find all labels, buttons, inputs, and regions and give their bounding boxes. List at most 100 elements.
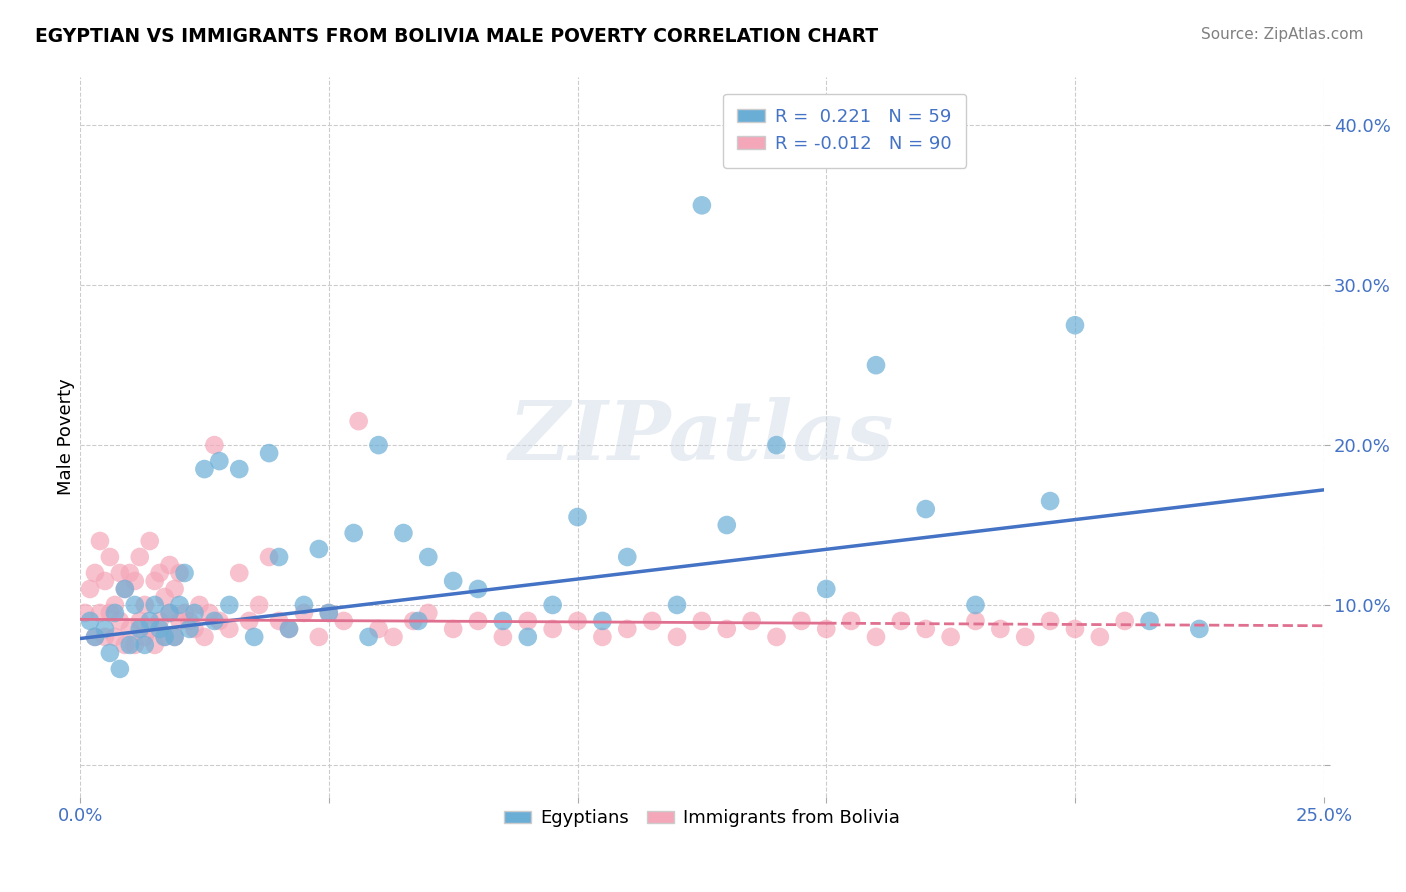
Point bbox=[965, 614, 987, 628]
Point bbox=[134, 638, 156, 652]
Point bbox=[94, 622, 117, 636]
Point bbox=[149, 566, 172, 580]
Point bbox=[202, 614, 225, 628]
Point bbox=[108, 614, 131, 628]
Point bbox=[716, 622, 738, 636]
Point bbox=[292, 606, 315, 620]
Point bbox=[267, 549, 290, 564]
Point bbox=[890, 614, 912, 628]
Point bbox=[865, 358, 887, 372]
Point bbox=[278, 622, 301, 636]
Point bbox=[128, 614, 150, 628]
Point bbox=[128, 622, 150, 636]
Point bbox=[228, 566, 250, 580]
Point bbox=[143, 574, 166, 588]
Point bbox=[84, 630, 107, 644]
Y-axis label: Male Poverty: Male Poverty bbox=[58, 379, 75, 495]
Point bbox=[914, 622, 936, 636]
Point bbox=[173, 606, 195, 620]
Text: Source: ZipAtlas.com: Source: ZipAtlas.com bbox=[1201, 27, 1364, 42]
Point bbox=[118, 622, 141, 636]
Point bbox=[382, 630, 405, 644]
Point bbox=[690, 614, 713, 628]
Point bbox=[173, 566, 195, 580]
Point bbox=[143, 598, 166, 612]
Point bbox=[108, 662, 131, 676]
Point bbox=[1064, 622, 1087, 636]
Point bbox=[159, 558, 181, 572]
Text: EGYPTIAN VS IMMIGRANTS FROM BOLIVIA MALE POVERTY CORRELATION CHART: EGYPTIAN VS IMMIGRANTS FROM BOLIVIA MALE… bbox=[35, 27, 879, 45]
Point bbox=[1064, 318, 1087, 333]
Point bbox=[98, 646, 121, 660]
Point bbox=[308, 541, 330, 556]
Point bbox=[118, 566, 141, 580]
Point bbox=[84, 630, 107, 644]
Point bbox=[1139, 614, 1161, 628]
Point bbox=[138, 622, 160, 636]
Point bbox=[169, 598, 191, 612]
Point bbox=[247, 598, 270, 612]
Point bbox=[163, 630, 186, 644]
Point bbox=[149, 622, 172, 636]
Point bbox=[159, 606, 181, 620]
Point bbox=[198, 606, 221, 620]
Point bbox=[641, 614, 664, 628]
Point bbox=[765, 630, 787, 644]
Point bbox=[441, 622, 464, 636]
Point bbox=[765, 438, 787, 452]
Point bbox=[716, 518, 738, 533]
Point bbox=[134, 630, 156, 644]
Point bbox=[73, 606, 96, 620]
Point bbox=[257, 549, 280, 564]
Point bbox=[108, 566, 131, 580]
Point bbox=[218, 622, 240, 636]
Point bbox=[257, 446, 280, 460]
Point bbox=[183, 606, 205, 620]
Point bbox=[238, 614, 260, 628]
Point bbox=[467, 582, 489, 596]
Point bbox=[418, 606, 440, 620]
Point bbox=[202, 438, 225, 452]
Point bbox=[357, 630, 380, 644]
Point bbox=[616, 622, 638, 636]
Point bbox=[690, 198, 713, 212]
Point bbox=[541, 598, 564, 612]
Point bbox=[153, 630, 176, 644]
Point bbox=[741, 614, 763, 628]
Point bbox=[138, 534, 160, 549]
Point bbox=[128, 549, 150, 564]
Point bbox=[149, 614, 172, 628]
Point bbox=[243, 630, 266, 644]
Point bbox=[332, 614, 354, 628]
Point bbox=[193, 462, 215, 476]
Point bbox=[492, 630, 515, 644]
Point bbox=[118, 638, 141, 652]
Point bbox=[347, 414, 370, 428]
Point bbox=[114, 582, 136, 596]
Point bbox=[1039, 494, 1062, 508]
Point bbox=[193, 630, 215, 644]
Point bbox=[516, 614, 538, 628]
Point bbox=[98, 549, 121, 564]
Point bbox=[492, 614, 515, 628]
Point bbox=[308, 630, 330, 644]
Point bbox=[124, 598, 146, 612]
Point bbox=[1114, 614, 1136, 628]
Point bbox=[89, 534, 111, 549]
Point bbox=[616, 549, 638, 564]
Point bbox=[343, 526, 366, 541]
Point bbox=[183, 622, 205, 636]
Point bbox=[179, 622, 201, 636]
Point bbox=[790, 614, 813, 628]
Point bbox=[408, 614, 430, 628]
Point bbox=[516, 630, 538, 644]
Point bbox=[666, 630, 689, 644]
Point bbox=[666, 598, 689, 612]
Point bbox=[114, 582, 136, 596]
Point bbox=[228, 462, 250, 476]
Point bbox=[1039, 614, 1062, 628]
Point bbox=[208, 454, 231, 468]
Point bbox=[124, 638, 146, 652]
Point bbox=[153, 590, 176, 604]
Point bbox=[79, 614, 101, 628]
